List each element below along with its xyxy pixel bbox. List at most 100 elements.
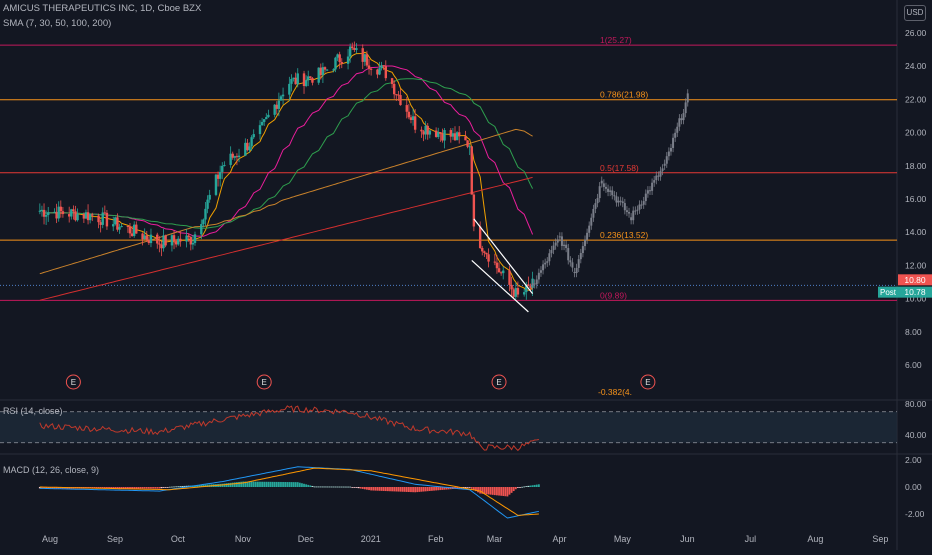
projection-body <box>584 239 586 247</box>
candle-body <box>116 217 119 230</box>
projection-body <box>609 190 612 192</box>
candle-body <box>244 142 247 156</box>
candle-body <box>262 119 266 122</box>
candle-body <box>216 174 220 179</box>
candle-body <box>202 219 205 225</box>
candle-body <box>525 284 528 293</box>
candle-body <box>128 226 132 234</box>
projection-body <box>581 246 584 254</box>
projection-body <box>628 212 631 214</box>
candle-body <box>361 48 364 62</box>
candle-body <box>311 77 314 83</box>
candle-body <box>470 146 473 195</box>
projection-body <box>646 190 649 194</box>
macd-histogram-bar <box>475 487 477 492</box>
macd-histogram-bar <box>464 487 467 488</box>
price-axis[interactable]: 26.00 24.00 22.00 20.00 18.00 16.00 14.00 12.00… <box>878 28 932 519</box>
candle-body <box>522 292 526 295</box>
macd-histogram-bar <box>313 486 316 488</box>
macd-histogram-bar <box>359 487 362 489</box>
macd-histogram-bar <box>110 487 113 489</box>
projection-body <box>598 186 601 199</box>
currency-badge[interactable]: USD <box>904 5 926 21</box>
projection-body <box>560 236 563 246</box>
macd-histogram-bar <box>420 487 423 492</box>
channel <box>471 218 534 313</box>
macd-histogram-bar <box>131 487 133 489</box>
candle-body <box>449 130 453 137</box>
macd-histogram-bar <box>357 487 360 489</box>
macd-histogram-bar <box>152 487 154 489</box>
post-badge-text: Post <box>880 288 897 297</box>
earnings-marker-label: E <box>71 378 76 387</box>
macd-histogram-bar <box>345 486 347 488</box>
post-price-tag <box>898 286 932 298</box>
projection-body <box>554 242 557 246</box>
macd-histogram-bar <box>150 487 152 489</box>
macd-histogram-bar <box>106 487 108 489</box>
macd-histogram-bar <box>168 486 171 488</box>
candle-body <box>325 69 329 71</box>
candles <box>38 41 534 300</box>
macd-histogram-bar <box>277 481 280 487</box>
projection-body <box>657 175 660 177</box>
time-tick-label: Nov <box>235 534 252 544</box>
macd-histogram-bar <box>202 484 205 487</box>
projection-body <box>686 93 689 103</box>
macd-histogram-bar <box>479 487 482 494</box>
projection-body <box>680 118 683 121</box>
fib-label: 0.236(13.52) <box>600 230 648 240</box>
macd-signal-line <box>39 467 539 516</box>
macd-histogram-bar <box>225 483 228 487</box>
projection-body <box>663 163 666 166</box>
macd-histogram-bar <box>351 487 354 488</box>
macd-histogram-bar <box>185 485 188 487</box>
candle-body <box>472 194 476 227</box>
candle-body <box>273 104 276 115</box>
macd-histogram-bar <box>196 485 198 487</box>
projection-body <box>533 283 536 285</box>
candle-body <box>141 233 144 240</box>
macd-histogram-bar <box>334 486 337 488</box>
rsi-tick-label: 40.00 <box>905 430 927 440</box>
sma-legend[interactable]: SMA (7, 30, 50, 100, 200) <box>3 18 112 29</box>
time-axis[interactable]: Aug Sep Oct Nov Dec 2021 Feb Mar Apr May Jun Jul Aug… <box>42 534 888 544</box>
macd-histogram-bar <box>370 487 373 491</box>
projection-body <box>546 261 549 263</box>
candle-body <box>428 130 432 135</box>
macd-histogram-bar <box>403 487 406 492</box>
macd-histogram-bar <box>512 487 515 492</box>
macd-histogram-bar <box>265 481 268 487</box>
macd-histogram-bar <box>124 487 127 489</box>
macd-histogram-bar <box>412 487 414 493</box>
time-tick-label: Aug <box>807 534 823 544</box>
projection-body <box>655 175 658 181</box>
candle-body <box>348 46 352 57</box>
macd-histogram-bar <box>508 487 511 495</box>
candle-body <box>353 48 356 50</box>
projection-body <box>535 279 538 285</box>
macd-histogram-bar <box>286 482 289 487</box>
macd-histogram-bar <box>342 486 345 488</box>
time-tick-label: Jun <box>680 534 695 544</box>
macd-histogram-bar <box>179 486 182 487</box>
macd-histogram-bar <box>133 487 136 489</box>
price-tick-label: 24.00 <box>905 61 927 71</box>
symbol-title[interactable]: AMICUS THERAPEUTICS INC, 1D, Cboe BZX <box>3 3 202 14</box>
macd-label: MACD (12, 26, close, 9) <box>3 465 99 475</box>
macd-histogram-bar <box>414 487 417 493</box>
candle-body <box>367 65 371 69</box>
macd-histogram-bar <box>525 486 528 487</box>
macd-histogram-bar <box>435 487 438 491</box>
candle-body <box>265 117 268 120</box>
macd-histogram-bar <box>514 487 517 490</box>
candle-body <box>514 288 518 297</box>
projection-body <box>665 156 668 164</box>
macd-histogram-bar <box>296 482 299 487</box>
candle-body <box>162 235 165 249</box>
candle-body <box>59 206 63 212</box>
